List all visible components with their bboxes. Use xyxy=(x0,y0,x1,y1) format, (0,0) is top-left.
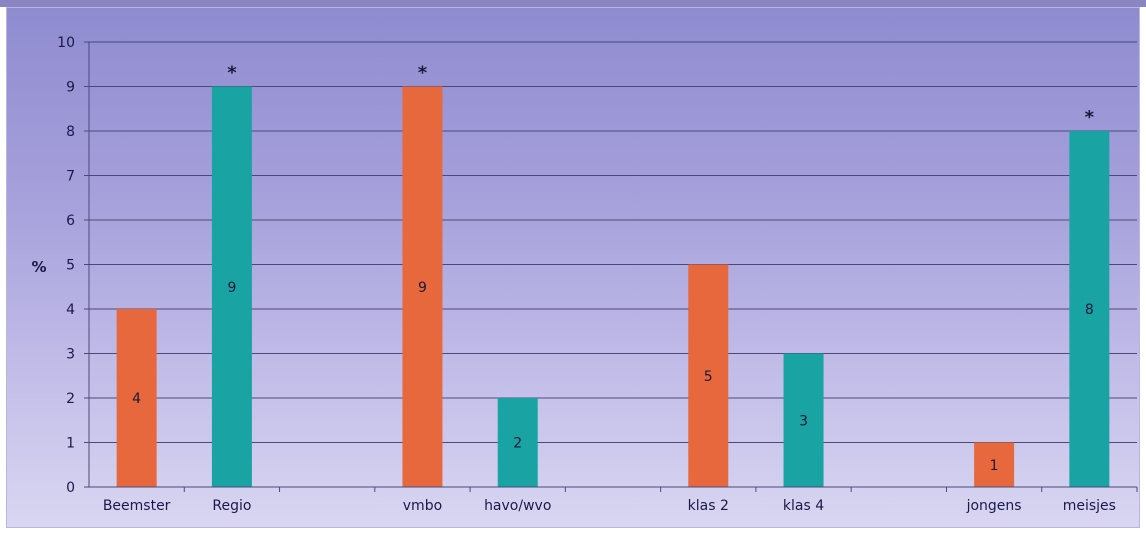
bar-vmbo xyxy=(402,86,443,487)
bar-value-label: 3 xyxy=(799,413,808,429)
y-tick-label: 2 xyxy=(66,391,75,407)
bar-klas-4 xyxy=(783,353,824,487)
bar-value-label: 9 xyxy=(227,280,236,296)
y-tick-label: 3 xyxy=(66,347,75,363)
top-strip xyxy=(0,0,1146,7)
bar-jongens xyxy=(974,442,1015,487)
y-tick-label: 9 xyxy=(66,80,75,96)
bar-value-label: 5 xyxy=(704,369,713,385)
x-axis-categories: Beemster Regio vmbo havo/wvo klas 2 klas 4 jon… xyxy=(103,487,1138,514)
y-tick-label: 4 xyxy=(66,302,75,318)
x-category-label: klas 2 xyxy=(688,498,729,514)
x-category-label: klas 4 xyxy=(783,498,824,514)
y-tick-label: 7 xyxy=(66,169,75,185)
bar-value-label: 4 xyxy=(132,391,141,407)
significance-asterisk: * xyxy=(1085,107,1095,128)
x-category-label: meisjes xyxy=(1063,498,1116,514)
bar-havo-wvo xyxy=(497,398,538,487)
bar-value-label: 2 xyxy=(513,436,522,452)
x-category-label: vmbo xyxy=(403,498,442,514)
bar-regio xyxy=(211,86,252,487)
chart-frame: 0 1 2 3 4 5 6 7 8 9 10 % 4 9 * 9 * 2 5 3 1 8 * Beemster Regio… xyxy=(6,7,1140,528)
bar-meisjes xyxy=(1069,131,1110,487)
x-category-label: Regio xyxy=(212,498,251,514)
y-axis-label: % xyxy=(31,258,46,276)
significance-asterisk: * xyxy=(227,63,237,84)
y-tick-label: 8 xyxy=(66,124,75,140)
y-tick-label: 6 xyxy=(66,213,75,229)
significance-asterisk: * xyxy=(418,63,428,84)
bar-beemster xyxy=(116,309,157,487)
bar-value-label: 9 xyxy=(418,280,427,296)
y-tick-label: 5 xyxy=(66,258,75,274)
y-tick-label: 0 xyxy=(66,480,75,496)
x-category-label: Beemster xyxy=(103,498,171,514)
y-axis-ticks: 0 1 2 3 4 5 6 7 8 9 10 xyxy=(57,35,89,496)
gridlines xyxy=(89,41,1137,443)
bars: 4 9 * 9 * 2 5 3 1 8 * xyxy=(116,63,1110,487)
y-tick-label: 1 xyxy=(66,436,75,452)
x-category-label: jongens xyxy=(966,498,1022,514)
bar-value-label: 8 xyxy=(1085,302,1094,318)
bar-value-label: 1 xyxy=(990,458,999,474)
y-tick-label: 10 xyxy=(57,35,75,51)
x-category-label: havo/wvo xyxy=(484,498,551,514)
bar-chart: 0 1 2 3 4 5 6 7 8 9 10 % 4 9 * 9 * 2 5 3 1 8 * Beemster Regio… xyxy=(31,35,1138,514)
bar-klas-2 xyxy=(688,264,729,487)
